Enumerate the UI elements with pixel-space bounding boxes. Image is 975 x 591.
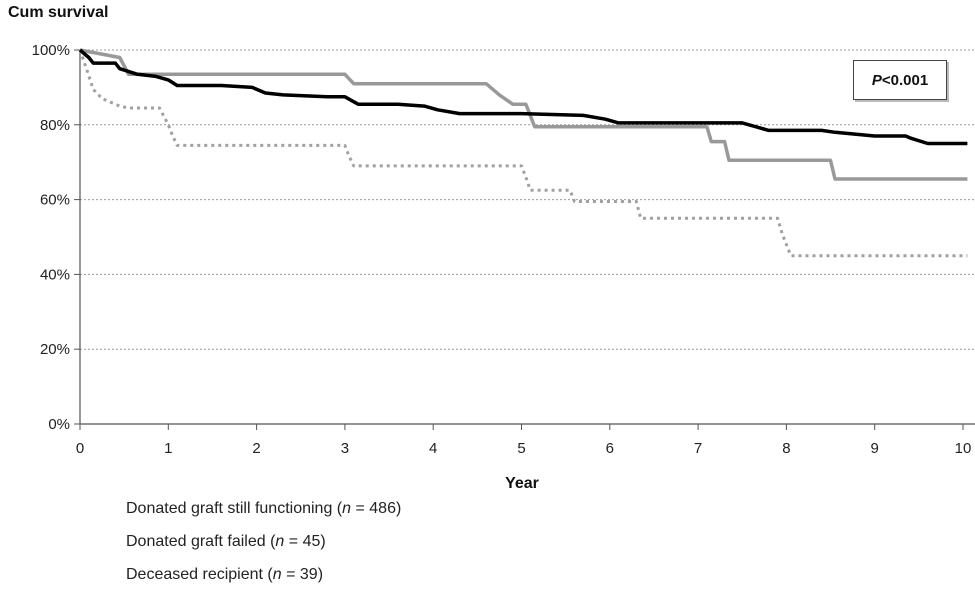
y-axis-label: Cum survival (8, 4, 109, 21)
x-axis-label: Year (505, 475, 539, 492)
legend-item-deceased: Deceased recipient (n = 39) (62, 558, 401, 591)
legend-label-deceased: Deceased recipient (n = 39) (126, 565, 324, 583)
p-value-symbol: P (871, 71, 882, 89)
x-tick-label: 7 (694, 440, 702, 457)
legend: Donated graft still functioning (n = 486… (62, 492, 401, 591)
x-tick-label: 0 (76, 440, 84, 457)
grid-lines (80, 49, 975, 350)
series-line-1 (79, 48, 968, 181)
y-tick-label: 60% (40, 192, 70, 209)
x-tick-label: 6 (606, 440, 614, 457)
p-value-annotation: P <0.001 (853, 60, 947, 100)
x-tick-label: 1 (164, 440, 172, 457)
y-tick-label: 100% (32, 42, 70, 59)
y-tick-labels: 0% 20% 40% 60% 80% 100% (32, 42, 70, 433)
series-line-0 (78, 48, 968, 146)
x-tick-label: 5 (517, 440, 525, 457)
legend-label-functioning: Donated graft still functioning (n = 486… (126, 499, 402, 517)
series-lines (78, 48, 968, 258)
x-tick-label: 3 (341, 440, 349, 457)
series-line-2 (78, 49, 968, 258)
axes (74, 49, 975, 430)
y-tick-label: 40% (40, 266, 70, 283)
y-tick-label: 20% (40, 341, 70, 358)
legend-item-functioning: Donated graft still functioning (n = 486… (62, 492, 401, 525)
x-tick-label: 8 (782, 440, 790, 457)
y-tick-label: 80% (40, 117, 70, 134)
y-tick-label: 0% (48, 416, 70, 433)
x-tick-label: 9 (871, 440, 879, 457)
x-tick-labels: 0 1 2 3 4 5 6 7 8 9 10 (76, 440, 972, 457)
legend-item-failed: Donated graft failed (n = 45) (62, 525, 401, 558)
x-tick-label: 4 (429, 440, 437, 457)
x-tick-label: 10 (955, 440, 972, 457)
x-tick-label: 2 (252, 440, 260, 457)
p-value-text: <0.001 (881, 71, 929, 89)
legend-label-failed: Donated graft failed (n = 45) (126, 532, 326, 550)
